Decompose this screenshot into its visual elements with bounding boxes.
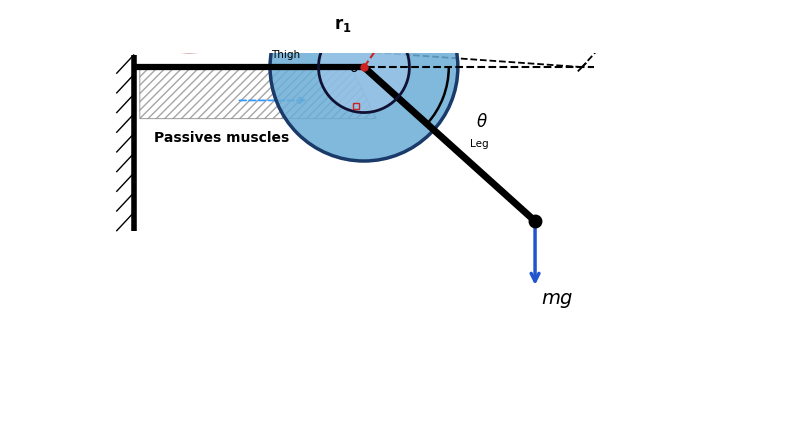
Text: $\theta$: $\theta$ [476, 113, 488, 131]
Text: Thigh: Thigh [271, 50, 300, 60]
Bar [380, 23, 389, 31]
Text: $mg$: $mg$ [541, 291, 574, 310]
Text: Leg: Leg [471, 139, 489, 149]
Text: Passives muscles: Passives muscles [154, 131, 289, 145]
Circle shape [270, 0, 458, 161]
Ellipse shape [294, 0, 330, 30]
Text: $\mathbf{r_1}$: $\mathbf{r_1}$ [334, 16, 352, 34]
Bar [353, 103, 359, 109]
Text: o: o [349, 61, 357, 75]
Text: Quadriceps: Quadriceps [188, 12, 268, 25]
Ellipse shape [131, 0, 336, 52]
Circle shape [319, 22, 409, 113]
